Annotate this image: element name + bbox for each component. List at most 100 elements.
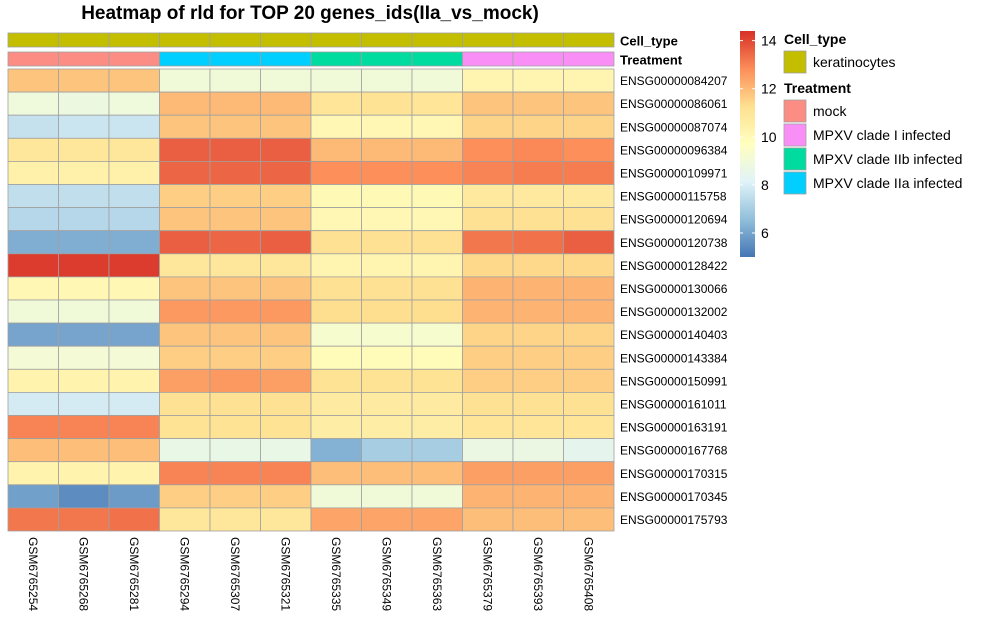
heatmap-cell xyxy=(563,415,615,440)
heatmap-cell xyxy=(58,438,110,463)
annotation-treatment-cell xyxy=(361,51,413,67)
heatmap-cell xyxy=(462,276,514,301)
heatmap-cell xyxy=(159,230,211,255)
heatmap-cell xyxy=(310,484,362,509)
heatmap-cell xyxy=(512,391,564,416)
heatmap-cell xyxy=(310,230,362,255)
heatmap-cell xyxy=(411,91,463,116)
legend-item-label: MPXV clade IIb infected xyxy=(813,151,962,167)
heatmap-cell xyxy=(411,230,463,255)
heatmap-cell xyxy=(7,299,59,324)
heatmap-cell xyxy=(260,345,312,370)
row-label: ENSG00000109971 xyxy=(620,166,728,180)
heatmap-cell xyxy=(563,276,615,301)
heatmap-cell xyxy=(462,253,514,278)
row-label: ENSG00000140403 xyxy=(620,328,728,342)
heatmap-cell xyxy=(209,322,261,347)
heatmap-cell xyxy=(209,253,261,278)
heatmap-cell xyxy=(159,368,211,393)
heatmap-cell xyxy=(58,137,110,162)
heatmap-cell xyxy=(260,507,312,532)
heatmap-cell xyxy=(512,114,564,139)
heatmap-cell xyxy=(108,68,160,93)
heatmap-cell xyxy=(209,276,261,301)
heatmap-cell xyxy=(462,368,514,393)
heatmap-cell xyxy=(310,253,362,278)
heatmap-cell xyxy=(563,507,615,532)
annotation-treatment-cell xyxy=(563,51,615,67)
heatmap-cell xyxy=(361,114,413,139)
column-label: GSM6765321 xyxy=(278,537,292,611)
heatmap-cell xyxy=(462,160,514,185)
legend-item-label: MPXV clade IIa infected xyxy=(813,175,962,191)
chart-title: Heatmap of rld for TOP 20 genes_ids(IIa_… xyxy=(81,3,539,24)
annotation-cell-type-cell xyxy=(159,32,211,48)
heatmap-cell xyxy=(260,438,312,463)
heatmap-cell xyxy=(58,184,110,209)
row-label: ENSG00000115758 xyxy=(620,190,727,204)
heatmap-cell xyxy=(260,253,312,278)
heatmap-cell xyxy=(512,276,564,301)
legend-swatch xyxy=(783,123,807,147)
heatmap-cell xyxy=(7,68,59,93)
heatmap-cell xyxy=(512,184,564,209)
heatmap-cell xyxy=(411,276,463,301)
annotation-cell-type-cell xyxy=(361,32,413,48)
heatmap-cell xyxy=(159,484,211,509)
annotation-treatment-cell xyxy=(209,51,261,67)
heatmap-cell xyxy=(310,91,362,116)
heatmap-cell xyxy=(361,184,413,209)
heatmap-cell xyxy=(462,438,514,463)
annotation-treatment-cell xyxy=(411,51,463,67)
heatmap-cell xyxy=(260,276,312,301)
heatmap-cell xyxy=(159,322,211,347)
annotation-treatment-cell xyxy=(462,51,514,67)
heatmap-cell xyxy=(108,461,160,486)
annotation-treatment-cell xyxy=(260,51,312,67)
heatmap-cell xyxy=(310,391,362,416)
heatmap-cell xyxy=(209,68,261,93)
heatmap-cell xyxy=(411,507,463,532)
heatmap-cell xyxy=(58,299,110,324)
color-scale-label: 10 xyxy=(761,129,777,145)
heatmap-cell xyxy=(7,415,59,440)
heatmap-cell xyxy=(411,391,463,416)
heatmap-cell xyxy=(563,322,615,347)
heatmap-cell xyxy=(209,415,261,440)
heatmap-cell xyxy=(361,276,413,301)
heatmap-cell xyxy=(108,345,160,370)
heatmap-cell xyxy=(462,91,514,116)
heatmap-cell xyxy=(310,322,362,347)
heatmap-cell xyxy=(462,184,514,209)
legend-title: Cell_type xyxy=(784,31,846,47)
heatmap-cell xyxy=(563,484,615,509)
annotation-treatment-cell xyxy=(512,51,564,67)
heatmap-cell xyxy=(159,438,211,463)
heatmap-cell xyxy=(209,91,261,116)
heatmap-cell xyxy=(58,253,110,278)
row-label: ENSG00000084207 xyxy=(620,74,728,88)
heatmap-cell xyxy=(7,160,59,185)
heatmap-cell xyxy=(361,322,413,347)
heatmap-cell xyxy=(361,507,413,532)
heatmap-cell xyxy=(7,484,59,509)
heatmap-cell xyxy=(159,160,211,185)
heatmap-cell xyxy=(209,230,261,255)
legend-item-label: MPXV clade I infected xyxy=(813,127,951,143)
heatmap-cell xyxy=(310,507,362,532)
heatmap-cell xyxy=(58,461,110,486)
heatmap-cell xyxy=(563,230,615,255)
heatmap-cell xyxy=(108,91,160,116)
heatmap-cell xyxy=(310,415,362,440)
heatmap-cell xyxy=(260,114,312,139)
annotation-label-treatment: Treatment xyxy=(620,53,683,68)
heatmap-cell xyxy=(159,253,211,278)
heatmap-cell xyxy=(563,137,615,162)
heatmap-cell xyxy=(512,230,564,255)
row-label: ENSG00000130066 xyxy=(620,282,728,296)
heatmap-cell xyxy=(108,391,160,416)
row-label: ENSG00000175793 xyxy=(620,513,728,527)
heatmap-cell xyxy=(7,114,59,139)
row-label: ENSG00000143384 xyxy=(620,351,728,365)
